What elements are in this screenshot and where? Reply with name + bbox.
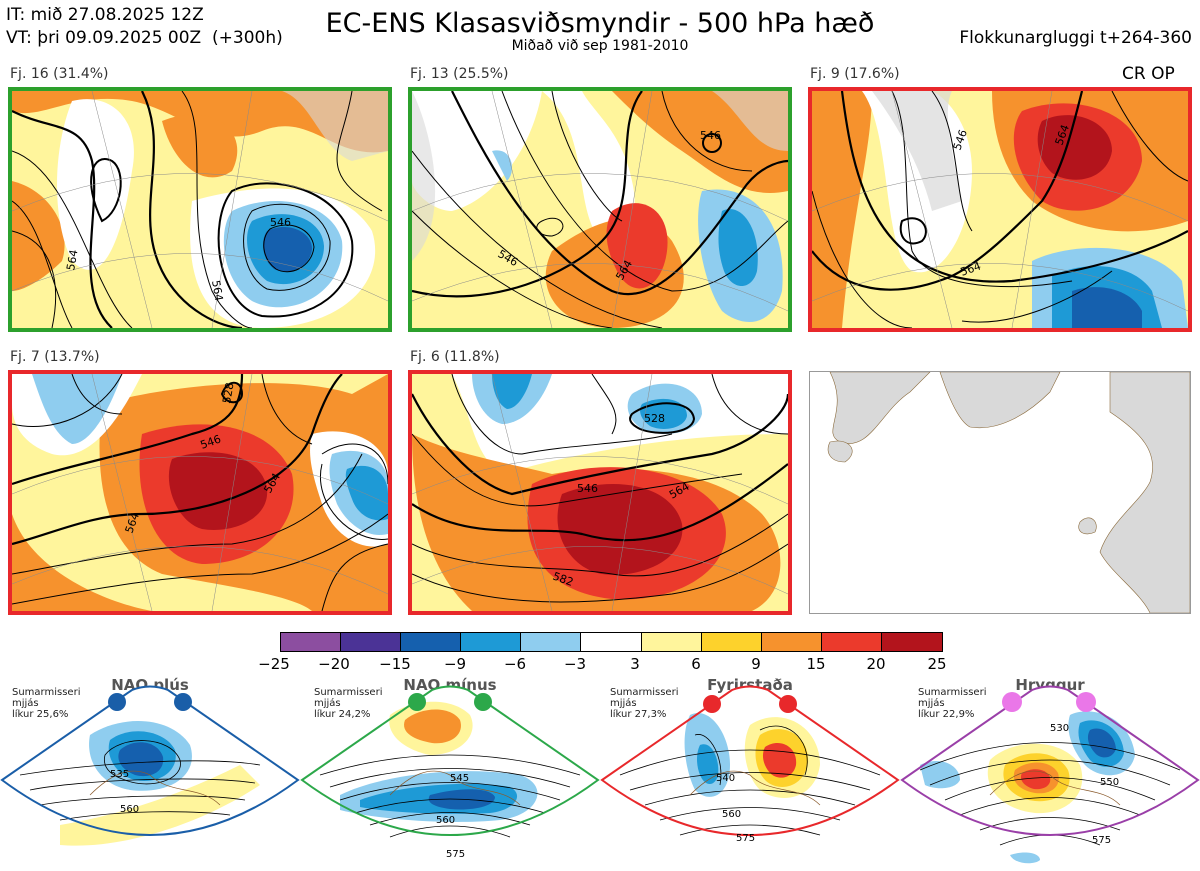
colorbar-cell [881,633,942,651]
colorbar-cell [461,633,522,651]
colorbar-cell [581,633,642,651]
page-subtitle: Miðað við sep 1981-2010 [511,38,689,54]
control-operational-tag: CR OP [1122,64,1175,84]
regime-title: Fyrirstaða [707,676,793,694]
colorbar-cell [281,633,342,651]
contour-label: 575 [736,833,755,844]
colorbar-tick: −9 [443,655,467,673]
contour-label: 535 [110,769,129,780]
regime-nao-plus: NAO plús Sumarmisseri mjjás líkur 25,6% … [0,675,300,871]
cluster-map-4: 528 546 564 564 [8,370,392,615]
colorbar [280,632,943,652]
page-title: EC-ENS Klasasviðsmyndir - 500 hPa hæð [325,8,875,39]
issue-time: IT: mið 27.08.2025 12Z [6,5,204,25]
colorbar-cell [641,633,702,651]
contour-label: 575 [1092,835,1111,846]
regime-season: Sumarmisseri mjjás líkur 22,9% [918,687,987,720]
colorbar-tick: −15 [379,655,411,673]
colorbar-tick: −6 [503,655,527,673]
regime-nao-minus: NAO mínus Sumarmisseri mjjás líkur 24,2%… [300,675,600,871]
regime-season: Sumarmisseri mjjás líkur 27,3% [610,687,679,720]
colorbar-tick: 6 [691,655,701,673]
contour-label: 560 [436,815,455,826]
colorbar-cell [401,633,462,651]
regime-title: NAO mínus [403,676,497,694]
contour-label: 528 [220,382,236,405]
contour-label: 560 [120,804,139,815]
cluster-map-2: 546 546 564 [408,87,792,332]
cluster-label-5: Fj. 6 (11.8%) [410,349,500,365]
contour-label: 564 [209,279,225,302]
colorbar-cell [521,633,582,651]
regime-title: NAO plús [111,676,189,694]
regime-ridge: Hryggur Sumarmisseri mjjás líkur 22,9% 5… [900,675,1200,871]
cluster-label-3: Fj. 9 (17.6%) [810,66,900,82]
contour-label: 546 [577,482,598,495]
colorbar-tick: −3 [563,655,587,673]
cluster-label-2: Fj. 13 (25.5%) [410,66,509,82]
colorbar-tick: −20 [318,655,350,673]
colorbar-cell [341,633,402,651]
cluster-map-3: 564 546 564 [808,87,1192,332]
colorbar-cell [761,633,822,651]
colorbar-cell [701,633,762,651]
contour-label: 528 [644,412,665,425]
contour-label: 550 [1100,777,1119,788]
colorbar-tick: 9 [751,655,761,673]
cluster-label-1: Fj. 16 (31.4%) [10,66,109,82]
colorbar-tick: 3 [630,655,640,673]
cluster-label-4: Fj. 7 (13.7%) [10,349,100,365]
valid-time: VT: þri 09.09.2025 00Z (+300h) [6,28,283,48]
contour-label: 530 [1050,723,1069,734]
contour-label: 575 [446,849,465,860]
colorbar-tick: 15 [806,655,826,673]
contour-label: 564 [64,249,80,272]
colorbar-tick: −25 [258,655,290,673]
regime-season: Sumarmisseri mjjás líkur 24,2% [314,687,383,720]
cluster-map-5: 528 546 564 582 [408,370,792,615]
regime-blocking: Fyrirstaða Sumarmisseri mjjás líkur 27,3… [600,675,900,871]
regime-season: Sumarmisseri mjjás líkur 25,6% [12,687,81,720]
cluster-map-1: 546 564 564 [8,87,392,332]
contour-label: 560 [722,809,741,820]
base-map-empty [809,371,1191,614]
contour-label: 546 [700,129,721,142]
colorbar-tick: 20 [866,655,886,673]
contour-label: 546 [270,216,291,229]
colorbar-cell [821,633,882,651]
colorbar-tick: 25 [927,655,947,673]
clustering-window: Flokkunargluggi t+264-360 [959,28,1192,48]
contour-label: 545 [450,773,469,784]
contour-label: 540 [716,773,735,784]
